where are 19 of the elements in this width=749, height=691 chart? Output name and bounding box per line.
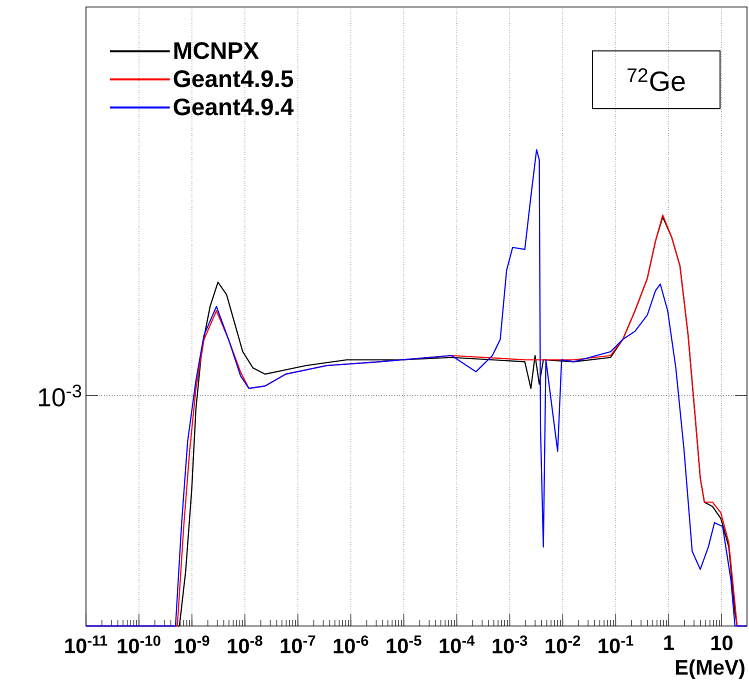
x-tick-label: 10$^{-6}$	[334, 636, 368, 654]
legend-label: Geant4.9.5	[174, 70, 294, 88]
x-tick-label: 10$^{-3}$	[492, 636, 528, 654]
text: 10$^{-3}$	[39, 384, 82, 406]
x-tick-label: 10$^{-10}$	[118, 636, 160, 654]
x-tick-label: 10$^{-11}$	[65, 635, 108, 654]
x-tick-label: 10$^{-1}$	[598, 635, 634, 654]
x-tick-label: 10$^{-8}$	[228, 636, 262, 654]
x-tick-label: 10	[711, 635, 732, 650]
legend-label: Geant4.9.4	[174, 98, 294, 116]
x-axis-title: E(MeV)	[676, 659, 744, 679]
x-tick-label: 10$^{-9}$	[174, 636, 210, 654]
legend-label: MCNPX	[174, 42, 259, 60]
x-tick-label: 10$^{-7}$	[280, 635, 316, 654]
x-tick-label: 10$^{-4}$	[440, 635, 475, 654]
x-tick-label: 1	[664, 636, 674, 650]
x-tick-label: 10$^{-5}$	[386, 635, 422, 654]
text: $^{72}$Ge	[628, 68, 685, 92]
x-tick-label: 10$^{-2}$	[546, 636, 580, 654]
